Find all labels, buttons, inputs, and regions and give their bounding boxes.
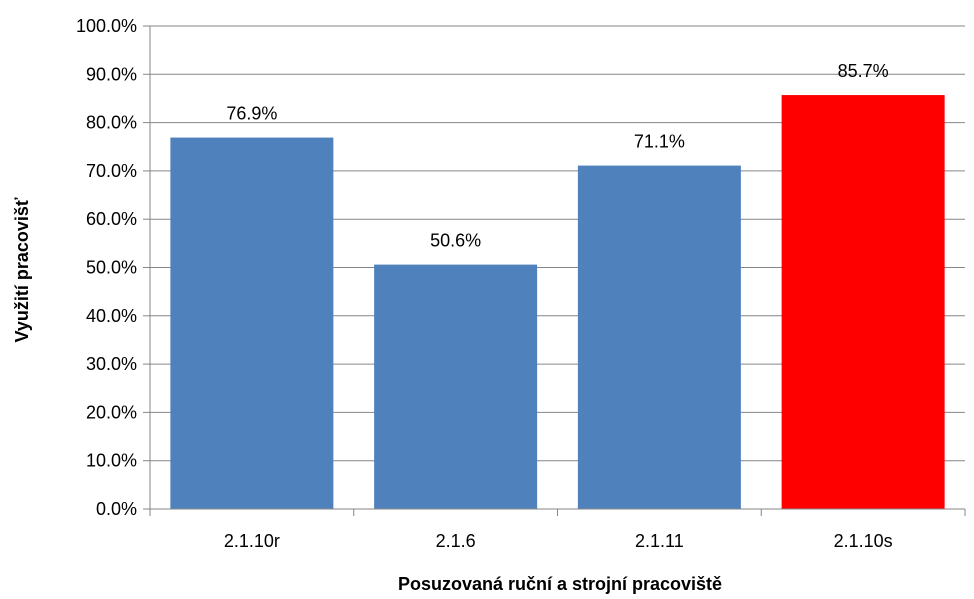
y-tick-label: 30.0% (86, 354, 137, 374)
bar-2.1.10s (781, 95, 945, 509)
y-tick-label: 20.0% (86, 402, 137, 422)
data-label: 85.7% (838, 61, 889, 81)
y-tick-labels: 0.0% 10.0% 20.0% 30.0% 40.0% 50.0% 60.0% 70.0% 8… (76, 16, 137, 519)
x-axis-title: Posuzovaná ruční a strojní pracoviště (398, 574, 722, 594)
x-tick-label: 2.1.6 (436, 531, 476, 551)
y-tick-label: 100.0% (76, 16, 137, 36)
y-tick-label: 90.0% (86, 64, 137, 84)
y-tick-label: 80.0% (86, 113, 137, 133)
data-label: 71.1% (634, 132, 685, 152)
y-tick-label: 10.0% (86, 451, 137, 471)
y-tick-label: 70.0% (86, 161, 137, 181)
y-tick-label: 60.0% (86, 209, 137, 229)
bars (170, 95, 945, 509)
data-labels: 76.9% 50.6% 71.1% 85.7% (226, 61, 888, 251)
bar-2.1.11 (577, 165, 741, 509)
x-tick-label: 2.1.10s (834, 531, 893, 551)
y-tick-label: 50.0% (86, 258, 137, 278)
x-tick-label: 2.1.10r (224, 531, 280, 551)
x-tick-label: 2.1.11 (635, 531, 684, 551)
y-axis-title: Využití pracovišť (12, 197, 32, 342)
y-tick-label: 0.0% (96, 499, 137, 519)
bar-2.1.10r (170, 137, 334, 509)
axes (143, 25, 966, 516)
data-label: 76.9% (226, 104, 277, 124)
y-tick-label: 40.0% (86, 306, 137, 326)
data-label: 50.6% (430, 231, 481, 251)
bar-2.1.6 (374, 264, 538, 509)
x-tick-labels: 2.1.10r 2.1.6 2.1.11 2.1.10s (224, 531, 893, 551)
